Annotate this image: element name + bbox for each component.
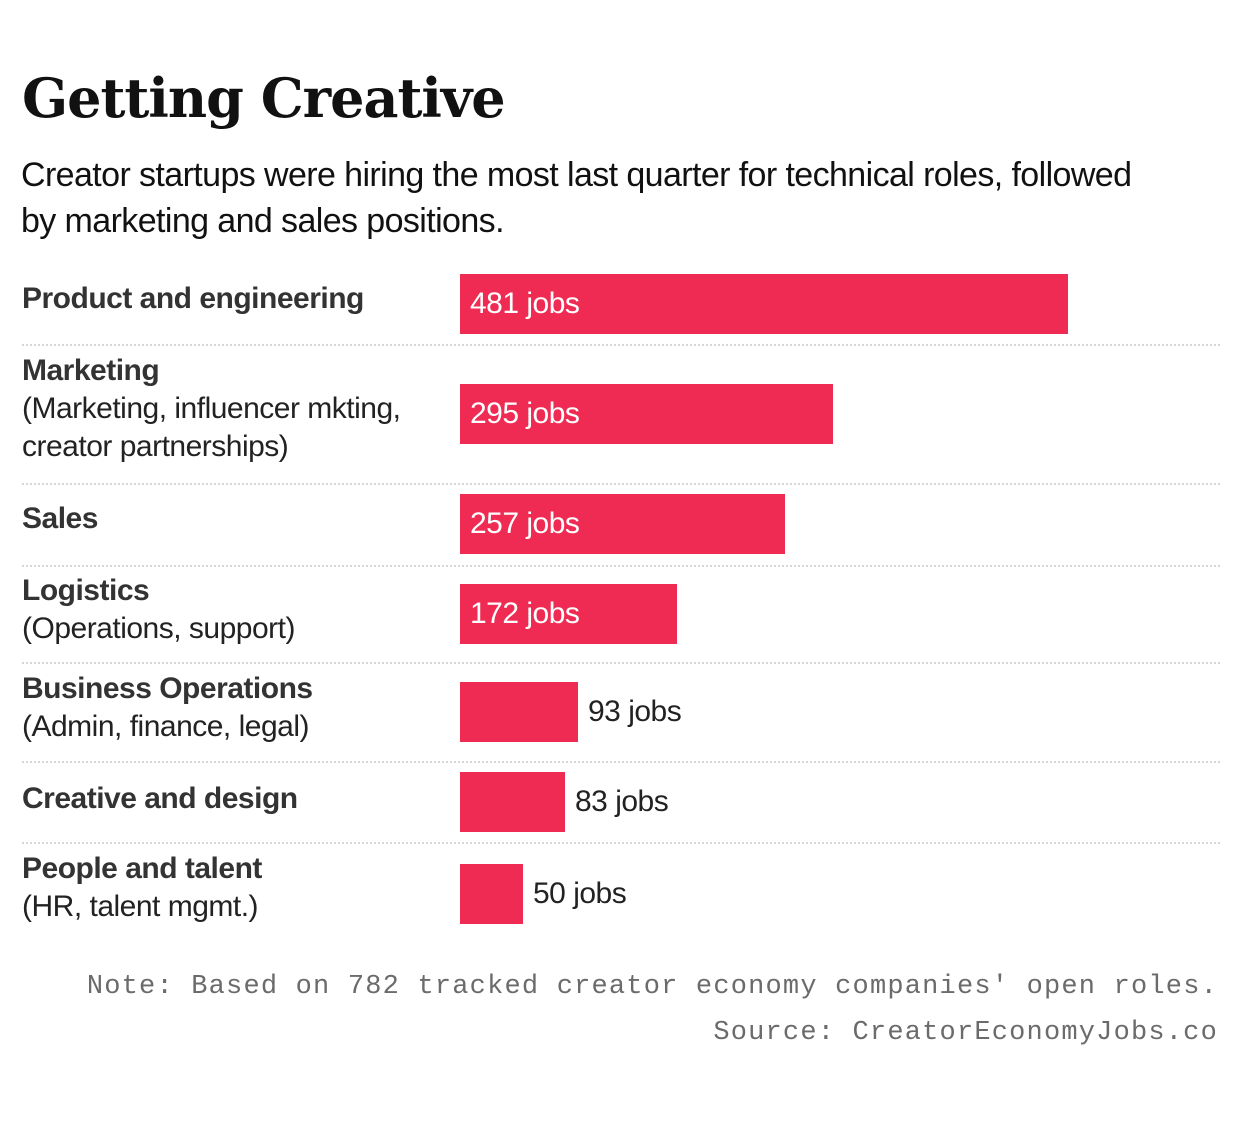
row-divider xyxy=(22,662,1220,664)
row-divider xyxy=(22,842,1220,844)
chart-note: Note: Based on 782 tracked creator econo… xyxy=(86,972,1218,1002)
data-label: 172 jobs xyxy=(470,597,580,630)
category-detail: (Admin, finance, legal) xyxy=(22,710,309,743)
data-label: 83 jobs xyxy=(575,785,669,818)
row-divider xyxy=(22,483,1220,485)
chart-subtitle: Creator startups were hiring the most la… xyxy=(21,156,1132,240)
row-divider xyxy=(22,565,1220,567)
category-detail: (Marketing, influencer mkting, creator p… xyxy=(22,392,401,463)
category-label: People and talent (HR, talent mgmt.) xyxy=(22,850,262,926)
bar xyxy=(460,864,523,924)
bar xyxy=(460,274,1068,334)
category-label: Marketing (Marketing, influencer mkting, … xyxy=(22,352,447,466)
category-name: Sales xyxy=(22,502,98,535)
bar xyxy=(460,584,677,644)
category-label: Business Operations (Admin, finance, lega… xyxy=(22,670,313,746)
category-label: Logistics (Operations, support) xyxy=(22,572,295,648)
data-label: 481 jobs xyxy=(470,287,580,320)
chart-source: Source: CreatorEconomyJobs.co xyxy=(713,1018,1218,1048)
category-label: Product and engineering xyxy=(22,280,364,318)
data-label: 50 jobs xyxy=(533,877,627,910)
data-label: 93 jobs xyxy=(588,695,682,728)
category-name: Business Operations xyxy=(22,672,313,705)
category-name: Logistics xyxy=(22,574,150,607)
bar xyxy=(460,682,578,742)
bar xyxy=(460,494,785,554)
row-divider xyxy=(22,344,1220,346)
category-label: Sales xyxy=(22,500,98,538)
category-name: Marketing xyxy=(22,354,160,387)
row-divider xyxy=(22,761,1220,763)
category-label: Creative and design xyxy=(22,780,298,818)
category-name: People and talent xyxy=(22,852,262,885)
chart-title: Getting Creative xyxy=(22,66,506,130)
category-name: Creative and design xyxy=(22,782,298,815)
category-detail: (Operations, support) xyxy=(22,612,295,645)
data-label: 295 jobs xyxy=(470,397,580,430)
category-name: Product and engineering xyxy=(22,282,364,315)
category-detail: (HR, talent mgmt.) xyxy=(22,890,259,923)
bar xyxy=(460,772,565,832)
data-label: 257 jobs xyxy=(470,507,580,540)
bar xyxy=(460,384,833,444)
